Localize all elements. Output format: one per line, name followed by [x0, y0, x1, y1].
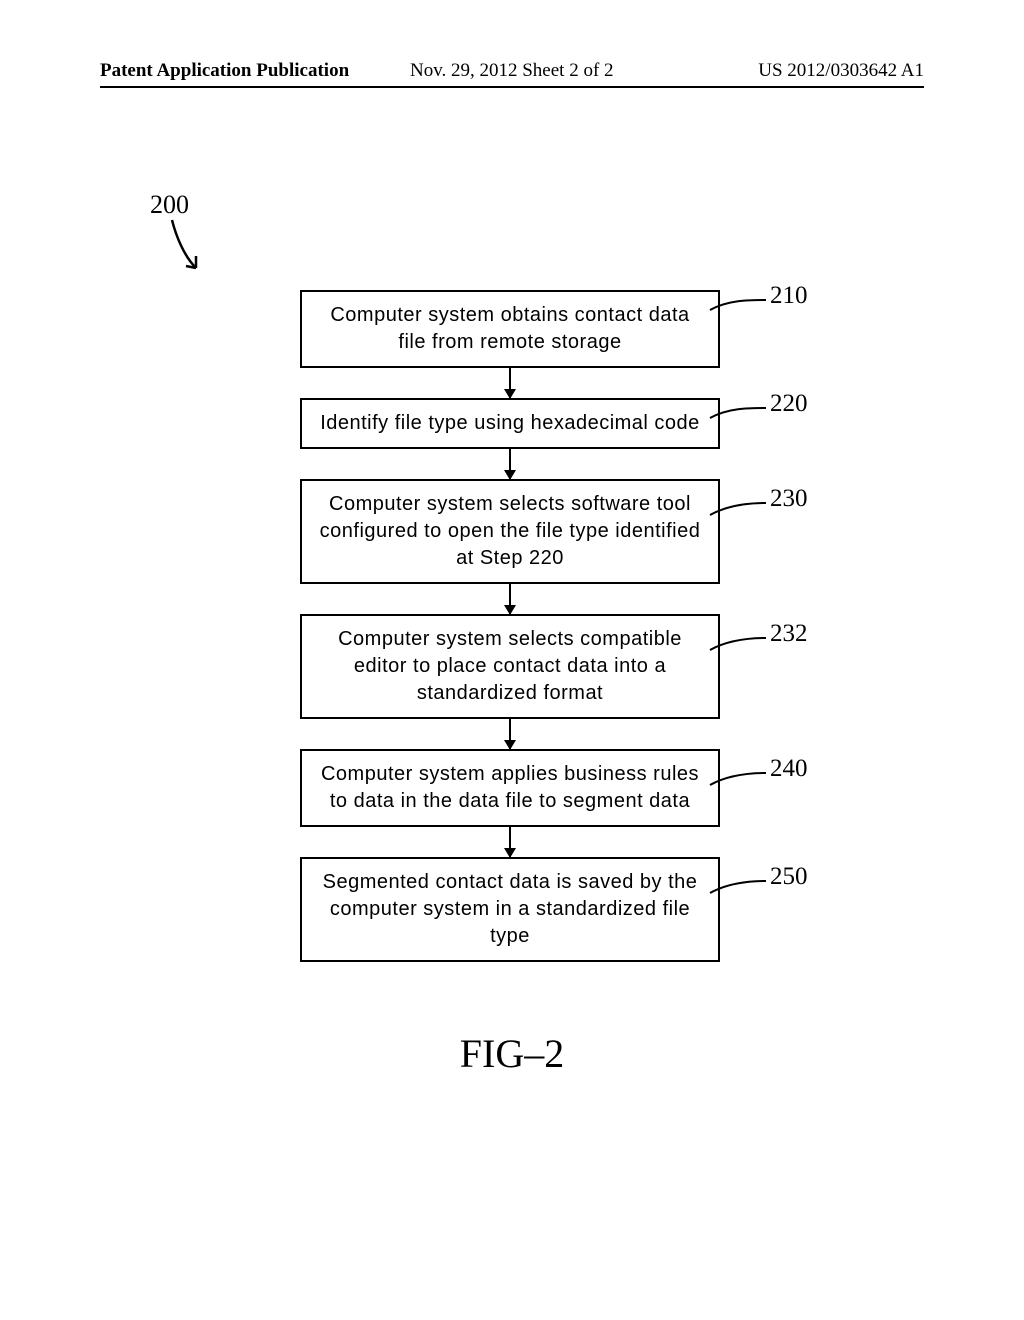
- figure-ref-200-arrow-icon: [166, 218, 206, 278]
- connector-230-232: [509, 584, 511, 614]
- step-220: Identify file type using hexadecimal cod…: [230, 398, 790, 449]
- step-230-leader-icon: [708, 501, 768, 531]
- header-publication: Patent Application Publication: [100, 60, 349, 82]
- header-pub-number: US 2012/0303642 A1: [758, 60, 924, 82]
- connector-220-230: [509, 449, 511, 479]
- connector-240-250: [509, 827, 511, 857]
- step-232-text: Computer system selects compatible edito…: [338, 628, 682, 704]
- step-210-ref: 210: [770, 282, 808, 310]
- connector-232-240: [509, 719, 511, 749]
- step-230-ref: 230: [770, 485, 808, 513]
- header-date-sheet: Nov. 29, 2012 Sheet 2 of 2: [410, 60, 614, 82]
- step-230: Computer system selects software tool co…: [230, 479, 790, 584]
- step-210-text: Computer system obtains contact data fil…: [330, 304, 689, 353]
- step-232-ref: 232: [770, 620, 808, 648]
- step-250-leader-icon: [708, 879, 768, 909]
- step-220-box: Identify file type using hexadecimal cod…: [300, 398, 720, 449]
- step-220-ref: 220: [770, 390, 808, 418]
- connector-210-220: [509, 368, 511, 398]
- step-230-box: Computer system selects software tool co…: [300, 479, 720, 584]
- step-250-ref: 250: [770, 863, 808, 891]
- step-250-text: Segmented contact data is saved by the c…: [323, 871, 698, 947]
- step-210-leader-icon: [708, 298, 768, 328]
- flowchart: Computer system obtains contact data fil…: [230, 290, 790, 962]
- step-220-text: Identify file type using hexadecimal cod…: [320, 412, 700, 434]
- figure-ref-200-label: 200: [150, 190, 189, 220]
- step-210: Computer system obtains contact data fil…: [230, 290, 790, 368]
- header-rule: [100, 86, 924, 88]
- step-240-box: Computer system applies business rules t…: [300, 749, 720, 827]
- step-220-leader-icon: [708, 406, 768, 436]
- step-232-box: Computer system selects compatible edito…: [300, 614, 720, 719]
- step-240-text: Computer system applies business rules t…: [321, 763, 699, 812]
- figure-caption: FIG–2: [0, 1030, 1024, 1077]
- step-240: Computer system applies business rules t…: [230, 749, 790, 827]
- step-210-box: Computer system obtains contact data fil…: [300, 290, 720, 368]
- step-240-ref: 240: [770, 755, 808, 783]
- step-232-leader-icon: [708, 636, 768, 666]
- step-232: Computer system selects compatible edito…: [230, 614, 790, 719]
- step-240-leader-icon: [708, 771, 768, 801]
- step-250: Segmented contact data is saved by the c…: [230, 857, 790, 962]
- step-250-box: Segmented contact data is saved by the c…: [300, 857, 720, 962]
- page: Patent Application Publication Nov. 29, …: [0, 0, 1024, 1320]
- step-230-text: Computer system selects software tool co…: [320, 493, 701, 569]
